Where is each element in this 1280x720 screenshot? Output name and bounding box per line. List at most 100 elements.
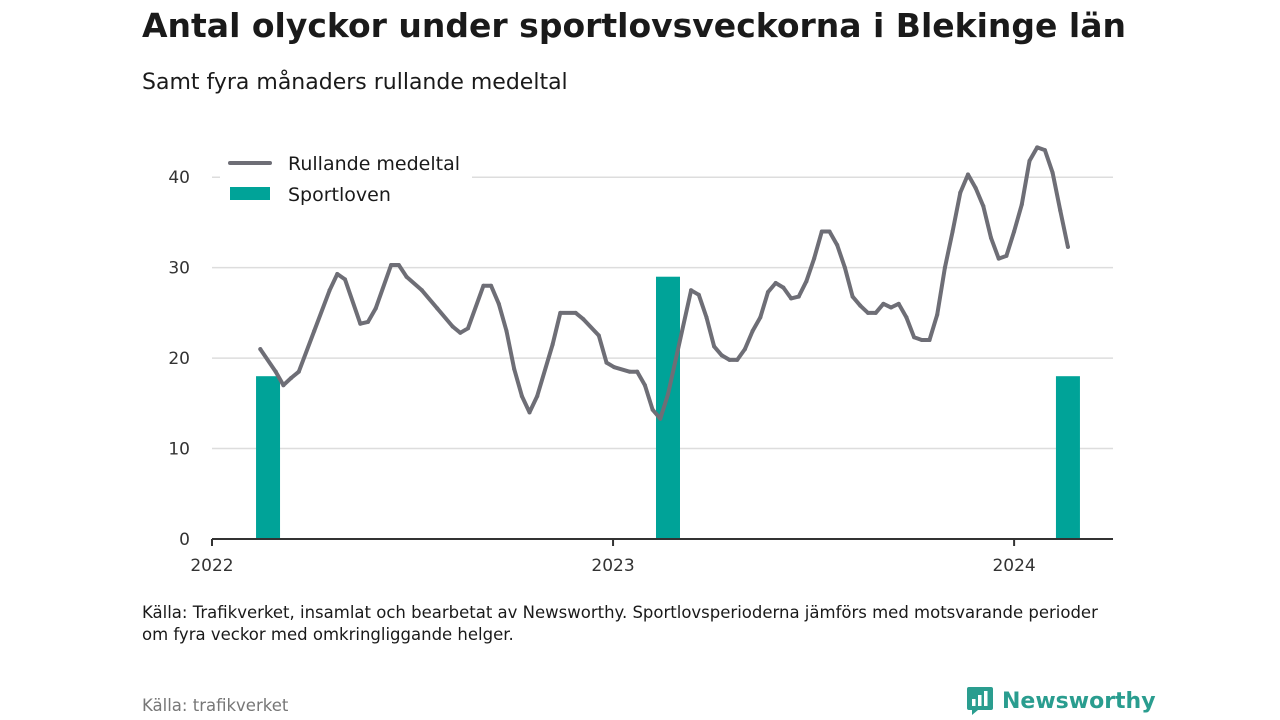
line-point (389, 262, 394, 267)
line-point (865, 310, 870, 315)
y-tick-label: 0 (179, 530, 190, 550)
line-point (665, 392, 670, 397)
line-point (996, 256, 1001, 261)
line-point (435, 306, 440, 311)
line-point (858, 303, 863, 308)
line-point (650, 407, 655, 412)
line-point (842, 265, 847, 270)
y-tick-label: 40 (168, 168, 190, 188)
legend-background (220, 142, 472, 214)
legend: Rullande medeltal Sportloven (220, 142, 472, 214)
line-point (981, 204, 986, 209)
line-point (704, 315, 709, 320)
line-point (1035, 145, 1040, 150)
line-point (550, 342, 555, 347)
line-point (789, 296, 794, 301)
line-series-rullande-medeltal (258, 145, 1070, 421)
line-point (289, 376, 294, 381)
line-point (742, 347, 747, 352)
y-tick-label: 30 (168, 259, 190, 279)
line-point (327, 288, 332, 293)
line-point (1058, 208, 1063, 213)
line-point (335, 271, 340, 276)
line-point (642, 383, 647, 388)
axes: 0 10 20 30 40 2022 2023 2024 (168, 168, 1113, 576)
line-point (1004, 253, 1009, 258)
line-point (1012, 229, 1017, 234)
line-point (989, 235, 994, 240)
line-point (658, 416, 663, 421)
line-point (935, 312, 940, 317)
line-point (373, 306, 378, 311)
x-tick-label: 2024 (992, 556, 1035, 576)
line-point (750, 328, 755, 333)
legend-label-rullande-medeltal: Rullande medeltal (288, 153, 460, 175)
x-tick-label: 2022 (190, 556, 233, 576)
line-point (812, 256, 817, 261)
line-point (496, 301, 501, 306)
line-point (973, 186, 978, 191)
line-point (712, 344, 717, 349)
line-point (727, 357, 732, 362)
brand-name: Newsworthy (1002, 688, 1156, 714)
line-point (366, 319, 371, 324)
line-point (358, 321, 363, 326)
line-point (735, 357, 740, 362)
line-point (466, 326, 471, 331)
bar-sportloven (655, 276, 680, 539)
x-tick-label: 2023 (591, 556, 634, 576)
line-point (1050, 170, 1055, 175)
line-point (396, 262, 401, 267)
line-point (481, 283, 486, 288)
line-point (719, 353, 724, 358)
line-point (596, 333, 601, 338)
line-point (819, 229, 824, 234)
line-point (804, 279, 809, 284)
line-point (912, 335, 917, 340)
line-point (881, 301, 886, 306)
line-point (604, 360, 609, 365)
legend-label-sportloven: Sportloven (288, 184, 391, 206)
bar-chart-logo-icon (967, 687, 993, 715)
line-point (258, 347, 263, 352)
line-point (896, 301, 901, 306)
line-point (558, 310, 563, 315)
line-point (458, 330, 463, 335)
newsworthy-logo[interactable]: Newsworthy (966, 686, 1156, 716)
line-point (527, 410, 532, 415)
source-label: Källa: trafikverket (142, 696, 289, 715)
line-point (512, 366, 517, 371)
line-point (873, 310, 878, 315)
line-point (919, 338, 924, 343)
line-point (927, 338, 932, 343)
y-tick-label: 20 (168, 349, 190, 369)
line-point (796, 294, 801, 299)
y-tick-label: 10 (168, 440, 190, 460)
line-point (950, 229, 955, 234)
line-point (612, 365, 617, 370)
line-point (404, 274, 409, 279)
line-point (758, 315, 763, 320)
line-point (958, 190, 963, 195)
line-point (827, 229, 832, 234)
line-point (696, 292, 701, 297)
line-point (773, 281, 778, 286)
line-point (689, 288, 694, 293)
line-point (889, 305, 894, 310)
line-point (273, 369, 278, 374)
line-point (1027, 158, 1032, 163)
line-point (342, 277, 347, 282)
line-point (281, 383, 286, 388)
line-point (296, 369, 301, 374)
line-point (535, 394, 540, 399)
legend-bar-swatch (230, 187, 270, 200)
line-point (581, 317, 586, 322)
line-point (450, 324, 455, 329)
chart-subtitle: Samt fyra månaders rullande medeltal (142, 70, 568, 95)
source-note: Källa: Trafikverket, insamlat och bearbe… (142, 603, 1098, 644)
line-point (904, 315, 909, 320)
bar-series-sportloven (256, 276, 1080, 539)
line-point (312, 328, 317, 333)
line-point (627, 369, 632, 374)
line-point (965, 172, 970, 177)
